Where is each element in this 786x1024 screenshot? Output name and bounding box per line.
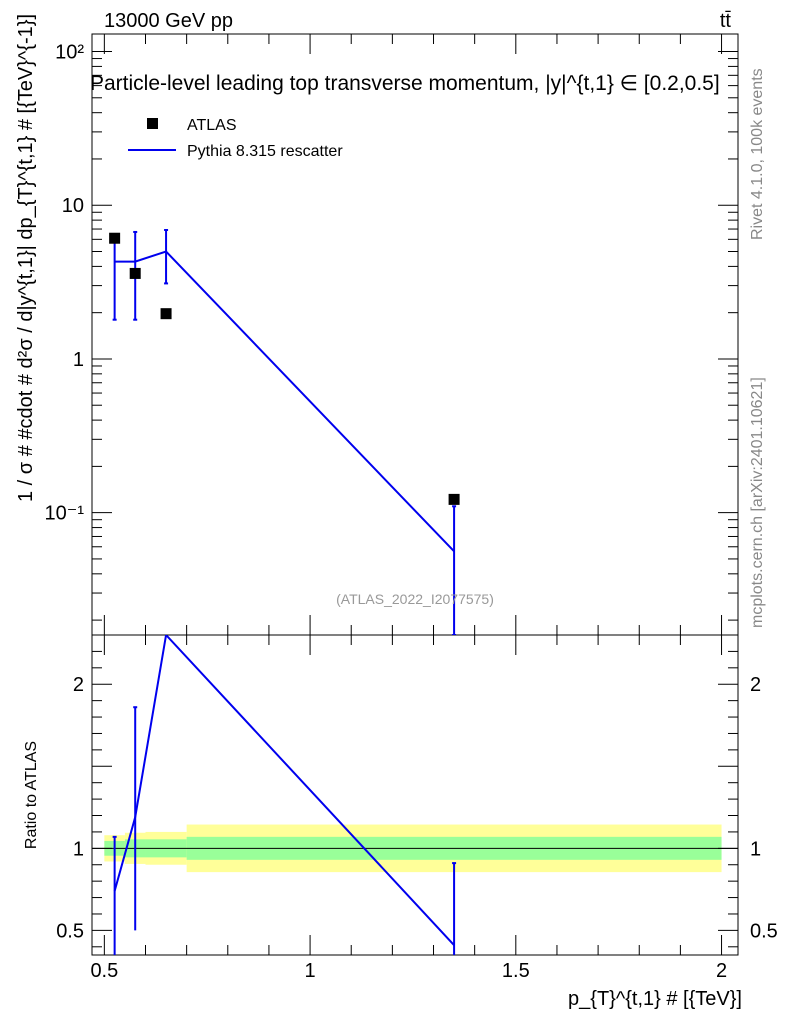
chart-title: Particle-level leading top transverse mo…	[90, 72, 720, 95]
analysis-label: (ATLAS_2022_I2077575)	[336, 591, 494, 607]
x-tick-label-0: 0.5	[90, 960, 118, 982]
atlas-data-point-2	[160, 308, 172, 320]
process-label: tt̄	[720, 10, 732, 32]
main-y-tick-label-3: 10⁻¹	[45, 503, 85, 525]
main-y-axis-label: 1 / σ # #cdot # d²σ / d|y^{t,1}| dp_{T}^…	[15, 14, 37, 502]
ratio-y-axis-label: Ratio to ATLAS	[23, 741, 40, 849]
main-y-tick-label-2: 1	[73, 349, 84, 371]
main-data-series	[109, 232, 460, 505]
ratio-y-tick-label-left-2: 2	[73, 674, 84, 696]
legend-label-pythia: Pythia 8.315 rescatter	[187, 143, 343, 160]
atlas-data-point-0	[109, 232, 121, 244]
x-axis-label: p_{T}^{t,1} # [{TeV}]	[568, 988, 742, 1010]
atlas-data-point-1	[129, 267, 141, 279]
x-tick-label-3: 2	[716, 960, 727, 982]
main-mc-series	[112, 229, 457, 635]
ratio-y-tick-label-right-2: 2	[750, 674, 761, 696]
pythia-main-line	[114, 250, 455, 553]
atlas-data-point-3	[448, 493, 460, 505]
main-y-tick-label-0: 10²	[55, 42, 84, 64]
ratio-plot-frame	[91, 634, 739, 956]
x-tick-label-2: 1.5	[502, 960, 530, 982]
energy-label: 13000 GeV pp	[104, 10, 233, 32]
ratio-y-tick-label-right-0: 0.5	[750, 920, 778, 942]
ratio-y-tick-label-left-0: 0.5	[56, 920, 84, 942]
x-tick-label-1: 1	[305, 960, 316, 982]
rivet-version-label: Rivet 4.1.0, 100k events	[749, 68, 766, 240]
ratio-mc-series	[112, 635, 457, 955]
x-axis-ticks: 0.5 1 1.5 2	[90, 34, 727, 982]
ratio-y-tick-label-left-1: 1	[73, 838, 84, 860]
main-y-tick-label-1: 10	[62, 195, 84, 217]
legend-marker-atlas	[147, 118, 158, 129]
ratio-y-tick-label-right-1: 1	[750, 838, 761, 860]
legend-label-atlas: ATLAS	[187, 117, 237, 134]
ratio-axis-ticks: 0.5 0.5 1 1 2 2	[56, 650, 778, 948]
main-axis-ticks: 10² 10 1 10⁻¹	[45, 42, 738, 621]
legend: ATLAS Pythia 8.315 rescatter	[128, 117, 343, 160]
mcplots-label: mcplots.cern.ch [arXiv:2401.10621]	[749, 377, 766, 628]
pythia-ratio-line	[113, 635, 455, 946]
